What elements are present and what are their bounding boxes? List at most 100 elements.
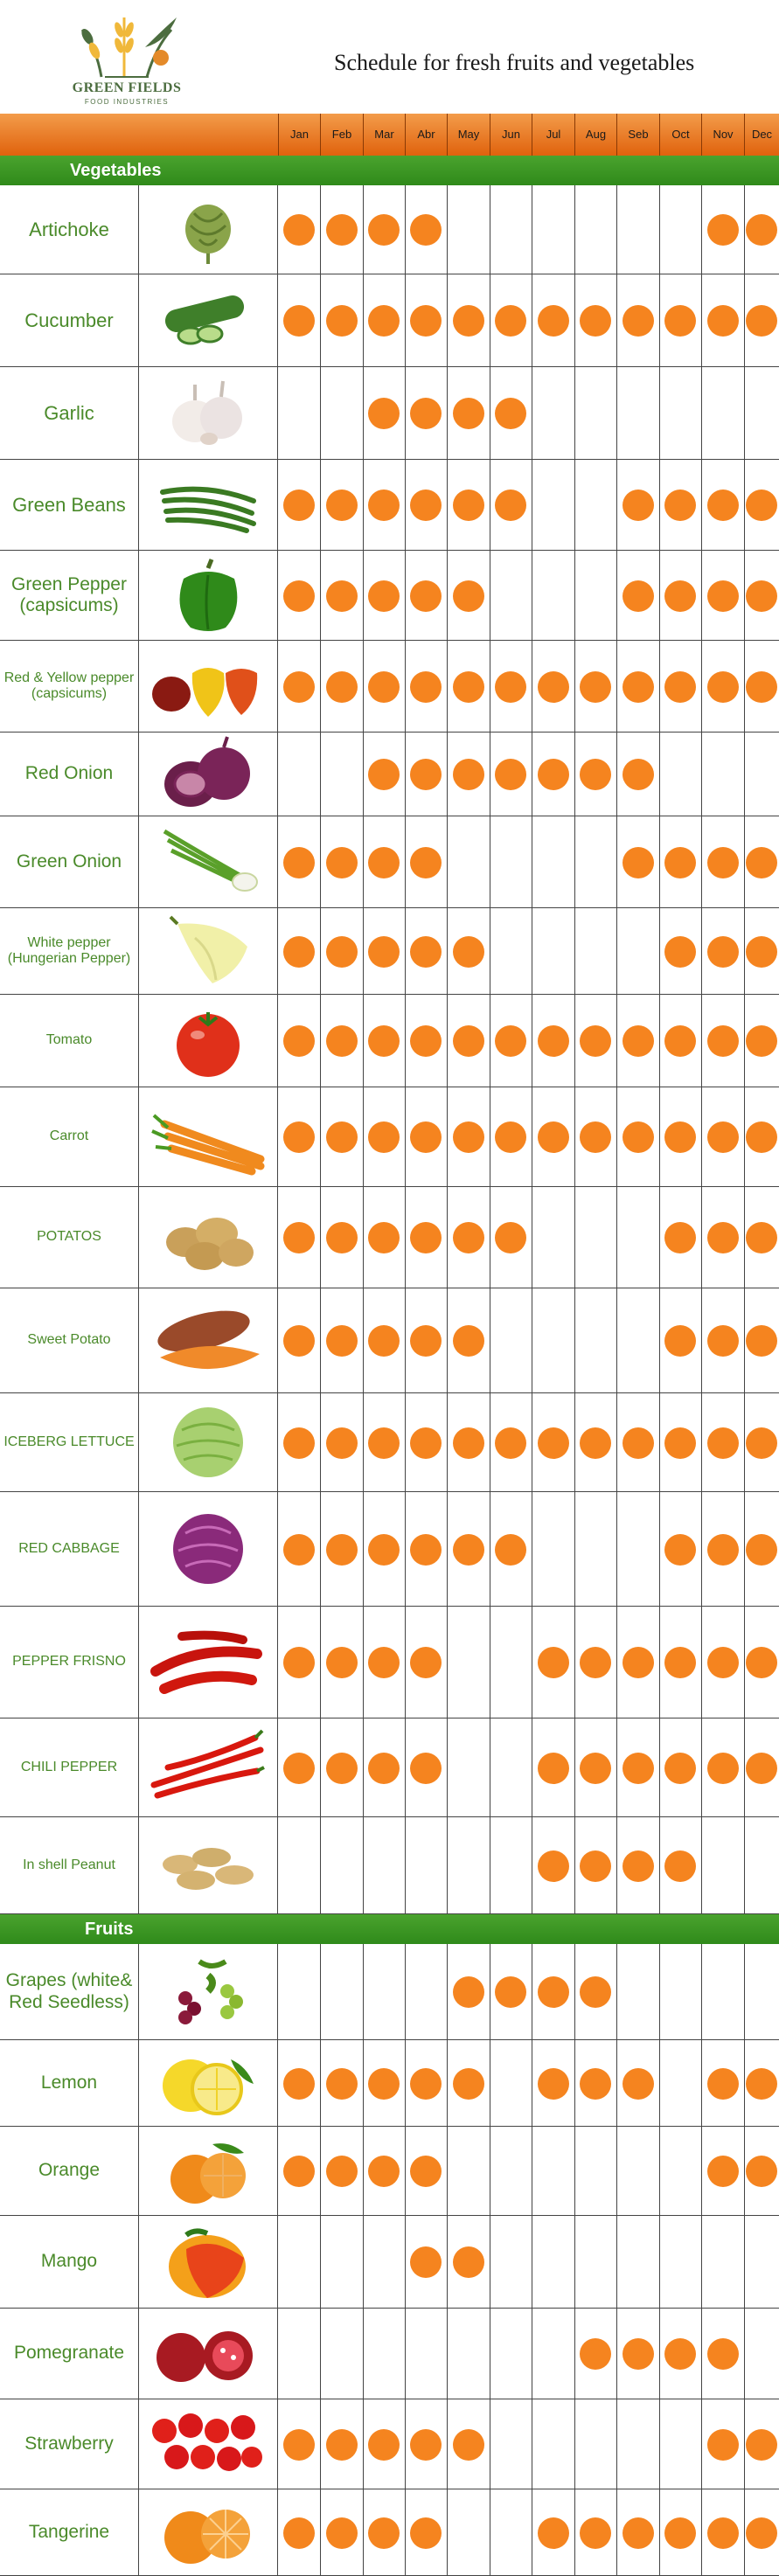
availability-dot-aug — [580, 1121, 611, 1153]
item-name: Lemon — [40, 2072, 98, 2093]
availability-dot-abr — [410, 2067, 442, 2100]
availability-dot-jan — [283, 580, 315, 612]
availability-dot-dec — [746, 1427, 777, 1459]
table-row: Carrot — [0, 1087, 779, 1187]
availability-dot-seb — [622, 670, 654, 703]
availability-dot-feb — [325, 670, 358, 703]
item-name: Green Beans — [12, 493, 126, 516]
availability-dot-mar — [368, 1222, 400, 1253]
table-row: CHILI PEPPER — [0, 1718, 779, 1817]
availability-dot-nov — [706, 935, 739, 968]
page-title: Schedule for fresh fruits and vegetables — [334, 50, 695, 75]
item-name: Pomegranate — [13, 2343, 125, 2364]
availability-dot-mar — [368, 1752, 400, 1784]
availability-dot-jul — [537, 1850, 569, 1882]
availability-dot-mar — [368, 214, 400, 246]
availability-dot-seb — [622, 1752, 654, 1784]
availability-dot-abr — [410, 214, 442, 246]
availability-dot-feb — [325, 2428, 358, 2461]
cucumber-icon-drawing — [164, 295, 245, 344]
table-row: POTATOS — [0, 1187, 779, 1288]
availability-dot-feb — [325, 846, 358, 878]
availability-dot-seb — [622, 2517, 654, 2549]
tangerine-icon — [139, 2489, 277, 2575]
table-row: Red Onion — [0, 733, 779, 816]
availability-dot-seb — [622, 1647, 654, 1678]
column-divider — [447, 185, 448, 1914]
table-row: Strawberry — [0, 2399, 779, 2489]
availability-dot-may — [452, 935, 484, 968]
availability-dot-jul — [537, 2067, 569, 2100]
red-cabbage-icon — [139, 1492, 277, 1606]
availability-dot-abr — [410, 2428, 442, 2461]
mango-icon — [139, 2216, 277, 2308]
availability-dot-feb — [325, 935, 358, 968]
availability-dot-feb — [325, 1121, 358, 1153]
availability-dot-may — [452, 305, 484, 337]
item-name: Green Onion — [16, 851, 122, 871]
availability-dot-nov — [706, 1325, 739, 1357]
item-name: CHILI PEPPER — [20, 1759, 118, 1774]
availability-dot-may — [452, 2067, 484, 2100]
item-name: POTATOS — [37, 1229, 101, 1245]
availability-dot-may — [452, 580, 484, 612]
table-row: Sweet Potato — [0, 1288, 779, 1393]
availability-dot-mar — [368, 759, 400, 790]
availability-dot-abr — [410, 935, 442, 968]
availability-dot-feb — [325, 1325, 358, 1357]
availability-dot-dec — [746, 2067, 777, 2100]
table-row: Lemon — [0, 2040, 779, 2127]
month-header-seb: Seb — [616, 114, 659, 156]
availability-dot-jan — [283, 846, 315, 878]
month-header-oct: Oct — [659, 114, 701, 156]
availability-dot-mar — [368, 2517, 400, 2549]
availability-dot-feb — [325, 2517, 358, 2549]
column-divider — [277, 185, 278, 1914]
table-row: PEPPER FRISNO — [0, 1607, 779, 1718]
availability-dot-dec — [746, 1222, 777, 1253]
green-onion-icon-drawing — [163, 829, 258, 892]
item-name: White pepper (Hungerian Pepper) — [7, 934, 131, 966]
artichoke-icon — [139, 185, 277, 274]
table-row: Red & Yellow pepper (capsicums) — [0, 641, 779, 733]
month-header-nov: Nov — [701, 114, 744, 156]
availability-dot-oct — [664, 1427, 696, 1459]
availability-dot-oct — [664, 490, 696, 521]
item-name: Garlic — [44, 401, 94, 424]
availability-dot-nov — [706, 2156, 739, 2187]
table-row: Artichoke — [0, 185, 779, 274]
availability-dot-dec — [746, 1752, 777, 1784]
availability-dot-oct — [664, 1222, 696, 1253]
availability-dot-nov — [706, 1025, 739, 1057]
availability-dot-may — [452, 759, 484, 790]
column-divider — [363, 185, 364, 1914]
artichoke-icon-drawing — [185, 204, 231, 264]
availability-dot-abr — [410, 1752, 442, 1784]
column-divider — [616, 1944, 617, 2576]
column-divider — [277, 1944, 278, 2576]
chili-pepper-icon — [139, 1718, 277, 1816]
availability-dot-mar — [368, 1533, 400, 1566]
availability-dot-dec — [746, 305, 777, 337]
availability-dot-jul — [537, 759, 569, 790]
column-divider — [659, 1944, 660, 2576]
month-header-may: May — [447, 114, 490, 156]
availability-dot-dec — [746, 490, 777, 521]
availability-dot-aug — [580, 1647, 611, 1678]
item-name: Cucumber — [24, 309, 114, 331]
availability-dot-aug — [580, 305, 611, 337]
availability-dot-jan — [283, 1325, 315, 1357]
availability-dot-mar — [368, 2156, 400, 2187]
peanut-icon-drawing — [163, 1848, 254, 1890]
column-divider — [574, 185, 575, 1914]
availability-dot-dec — [746, 2517, 777, 2549]
availability-dot-mar — [368, 1325, 400, 1357]
table-row: Orange — [0, 2127, 779, 2216]
month-header-jan: Jan — [278, 114, 320, 156]
chili-pepper-icon-drawing — [150, 1729, 265, 1799]
availability-dot-jul — [537, 1976, 569, 2008]
availability-dot-jun — [495, 398, 526, 429]
column-divider — [659, 185, 660, 1914]
availability-dot-jan — [283, 670, 315, 703]
